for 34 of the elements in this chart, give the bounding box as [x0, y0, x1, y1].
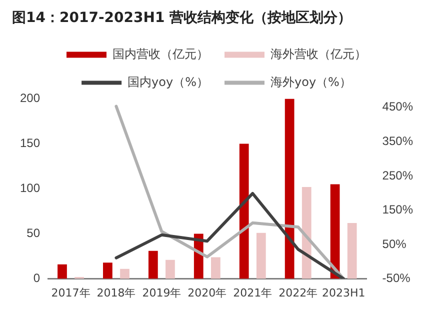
- legend-label: 国内营收（亿元）: [112, 46, 208, 61]
- y2-tick-label: 150%: [382, 202, 414, 217]
- y2-tick-label: 350%: [382, 134, 414, 148]
- bar: [256, 232, 266, 279]
- x-tick-label: 2020年: [188, 286, 227, 300]
- x-tick-label: 2023H1: [322, 286, 366, 300]
- y2-tick-label: 450%: [382, 100, 414, 114]
- y2-tick-label: 50%: [382, 236, 407, 251]
- y-tick-label: 150: [20, 136, 40, 150]
- y2-tick-label: 250%: [382, 168, 414, 182]
- y2-tick-label: -50%: [382, 271, 411, 286]
- bar: [239, 144, 249, 279]
- y-tick-label: 50: [26, 226, 40, 240]
- x-tick-label: 2018年: [96, 286, 136, 300]
- bar: [302, 187, 312, 279]
- bar: [58, 264, 67, 279]
- chart-title: 图14：2017-2023H1 营收结构变化（按地区划分）: [12, 9, 352, 26]
- x-tick-label: 2021年: [233, 286, 272, 300]
- x-tick-label: 2022年: [278, 286, 318, 300]
- legend-label: 海外yoy（%）: [270, 74, 352, 89]
- legend-label: 国内yoy（%）: [128, 74, 209, 89]
- bar: [148, 250, 158, 279]
- bar: [103, 262, 112, 279]
- y-tick-label: 100: [20, 181, 40, 196]
- bar: [347, 223, 357, 279]
- x-tick-label: 2019年: [142, 286, 182, 300]
- bar: [120, 268, 130, 279]
- bar: [284, 98, 294, 279]
- y-tick-label: 0: [33, 271, 40, 286]
- bar: [211, 257, 220, 279]
- bar: [166, 260, 175, 279]
- y-tick-label: 200: [20, 91, 40, 106]
- legend-label: 海外营收（亿元）: [270, 46, 366, 61]
- x-tick-label: 2017年: [51, 286, 90, 300]
